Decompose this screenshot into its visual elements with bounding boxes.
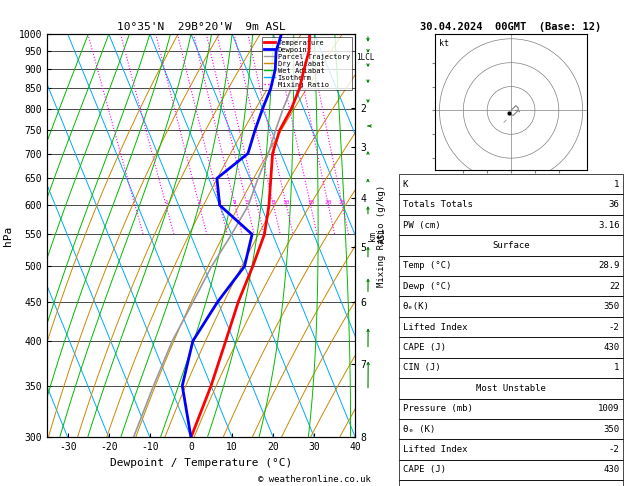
Text: Pressure (mb): Pressure (mb) bbox=[403, 404, 472, 413]
Text: Surface: Surface bbox=[493, 241, 530, 250]
Text: -2: -2 bbox=[609, 323, 620, 331]
Text: 4: 4 bbox=[233, 200, 237, 205]
Text: -2: -2 bbox=[609, 445, 620, 454]
Text: kt: kt bbox=[439, 39, 449, 49]
Y-axis label: km
ASL: km ASL bbox=[367, 228, 387, 243]
Text: 15: 15 bbox=[307, 200, 314, 205]
Y-axis label: hPa: hPa bbox=[3, 226, 13, 246]
Text: 1: 1 bbox=[164, 200, 168, 205]
Text: CAPE (J): CAPE (J) bbox=[403, 343, 445, 352]
Text: 2: 2 bbox=[198, 200, 201, 205]
Text: Most Unstable: Most Unstable bbox=[476, 384, 546, 393]
Text: 36: 36 bbox=[609, 200, 620, 209]
Text: 25: 25 bbox=[338, 200, 346, 205]
Text: 30.04.2024  00GMT  (Base: 12): 30.04.2024 00GMT (Base: 12) bbox=[420, 21, 602, 32]
Title: 10°35'N  29B°20'W  9m ASL: 10°35'N 29B°20'W 9m ASL bbox=[117, 22, 286, 32]
Text: 350: 350 bbox=[603, 425, 620, 434]
Text: 28.9: 28.9 bbox=[598, 261, 620, 270]
Text: 1009: 1009 bbox=[598, 404, 620, 413]
Text: 5: 5 bbox=[245, 200, 249, 205]
Text: θₑ (K): θₑ (K) bbox=[403, 425, 435, 434]
Text: Lifted Index: Lifted Index bbox=[403, 323, 467, 331]
X-axis label: Dewpoint / Temperature (°C): Dewpoint / Temperature (°C) bbox=[110, 458, 292, 468]
Text: 20: 20 bbox=[325, 200, 332, 205]
Text: 1: 1 bbox=[614, 180, 620, 189]
Text: 350: 350 bbox=[603, 302, 620, 311]
Text: CIN (J): CIN (J) bbox=[403, 364, 440, 372]
Text: Temp (°C): Temp (°C) bbox=[403, 261, 451, 270]
Text: θₑ(K): θₑ(K) bbox=[403, 302, 430, 311]
Text: 430: 430 bbox=[603, 466, 620, 474]
Text: Totals Totals: Totals Totals bbox=[403, 200, 472, 209]
Text: Dewp (°C): Dewp (°C) bbox=[403, 282, 451, 291]
Legend: Temperature, Dewpoint, Parcel Trajectory, Dry Adiabat, Wet Adiabat, Isotherm, Mi: Temperature, Dewpoint, Parcel Trajectory… bbox=[262, 37, 352, 90]
Text: 1LCL: 1LCL bbox=[357, 53, 375, 62]
Text: 3.16: 3.16 bbox=[598, 221, 620, 229]
Text: 8: 8 bbox=[272, 200, 276, 205]
Text: © weatheronline.co.uk: © weatheronline.co.uk bbox=[258, 474, 371, 484]
Text: 10: 10 bbox=[282, 200, 290, 205]
Text: K: K bbox=[403, 180, 408, 189]
Text: 430: 430 bbox=[603, 343, 620, 352]
Text: CAPE (J): CAPE (J) bbox=[403, 466, 445, 474]
Text: 3: 3 bbox=[218, 200, 222, 205]
Text: 22: 22 bbox=[609, 282, 620, 291]
Text: PW (cm): PW (cm) bbox=[403, 221, 440, 229]
Text: 1: 1 bbox=[614, 364, 620, 372]
Text: Mixing Ratio (g/kg): Mixing Ratio (g/kg) bbox=[377, 185, 386, 287]
Text: Lifted Index: Lifted Index bbox=[403, 445, 467, 454]
